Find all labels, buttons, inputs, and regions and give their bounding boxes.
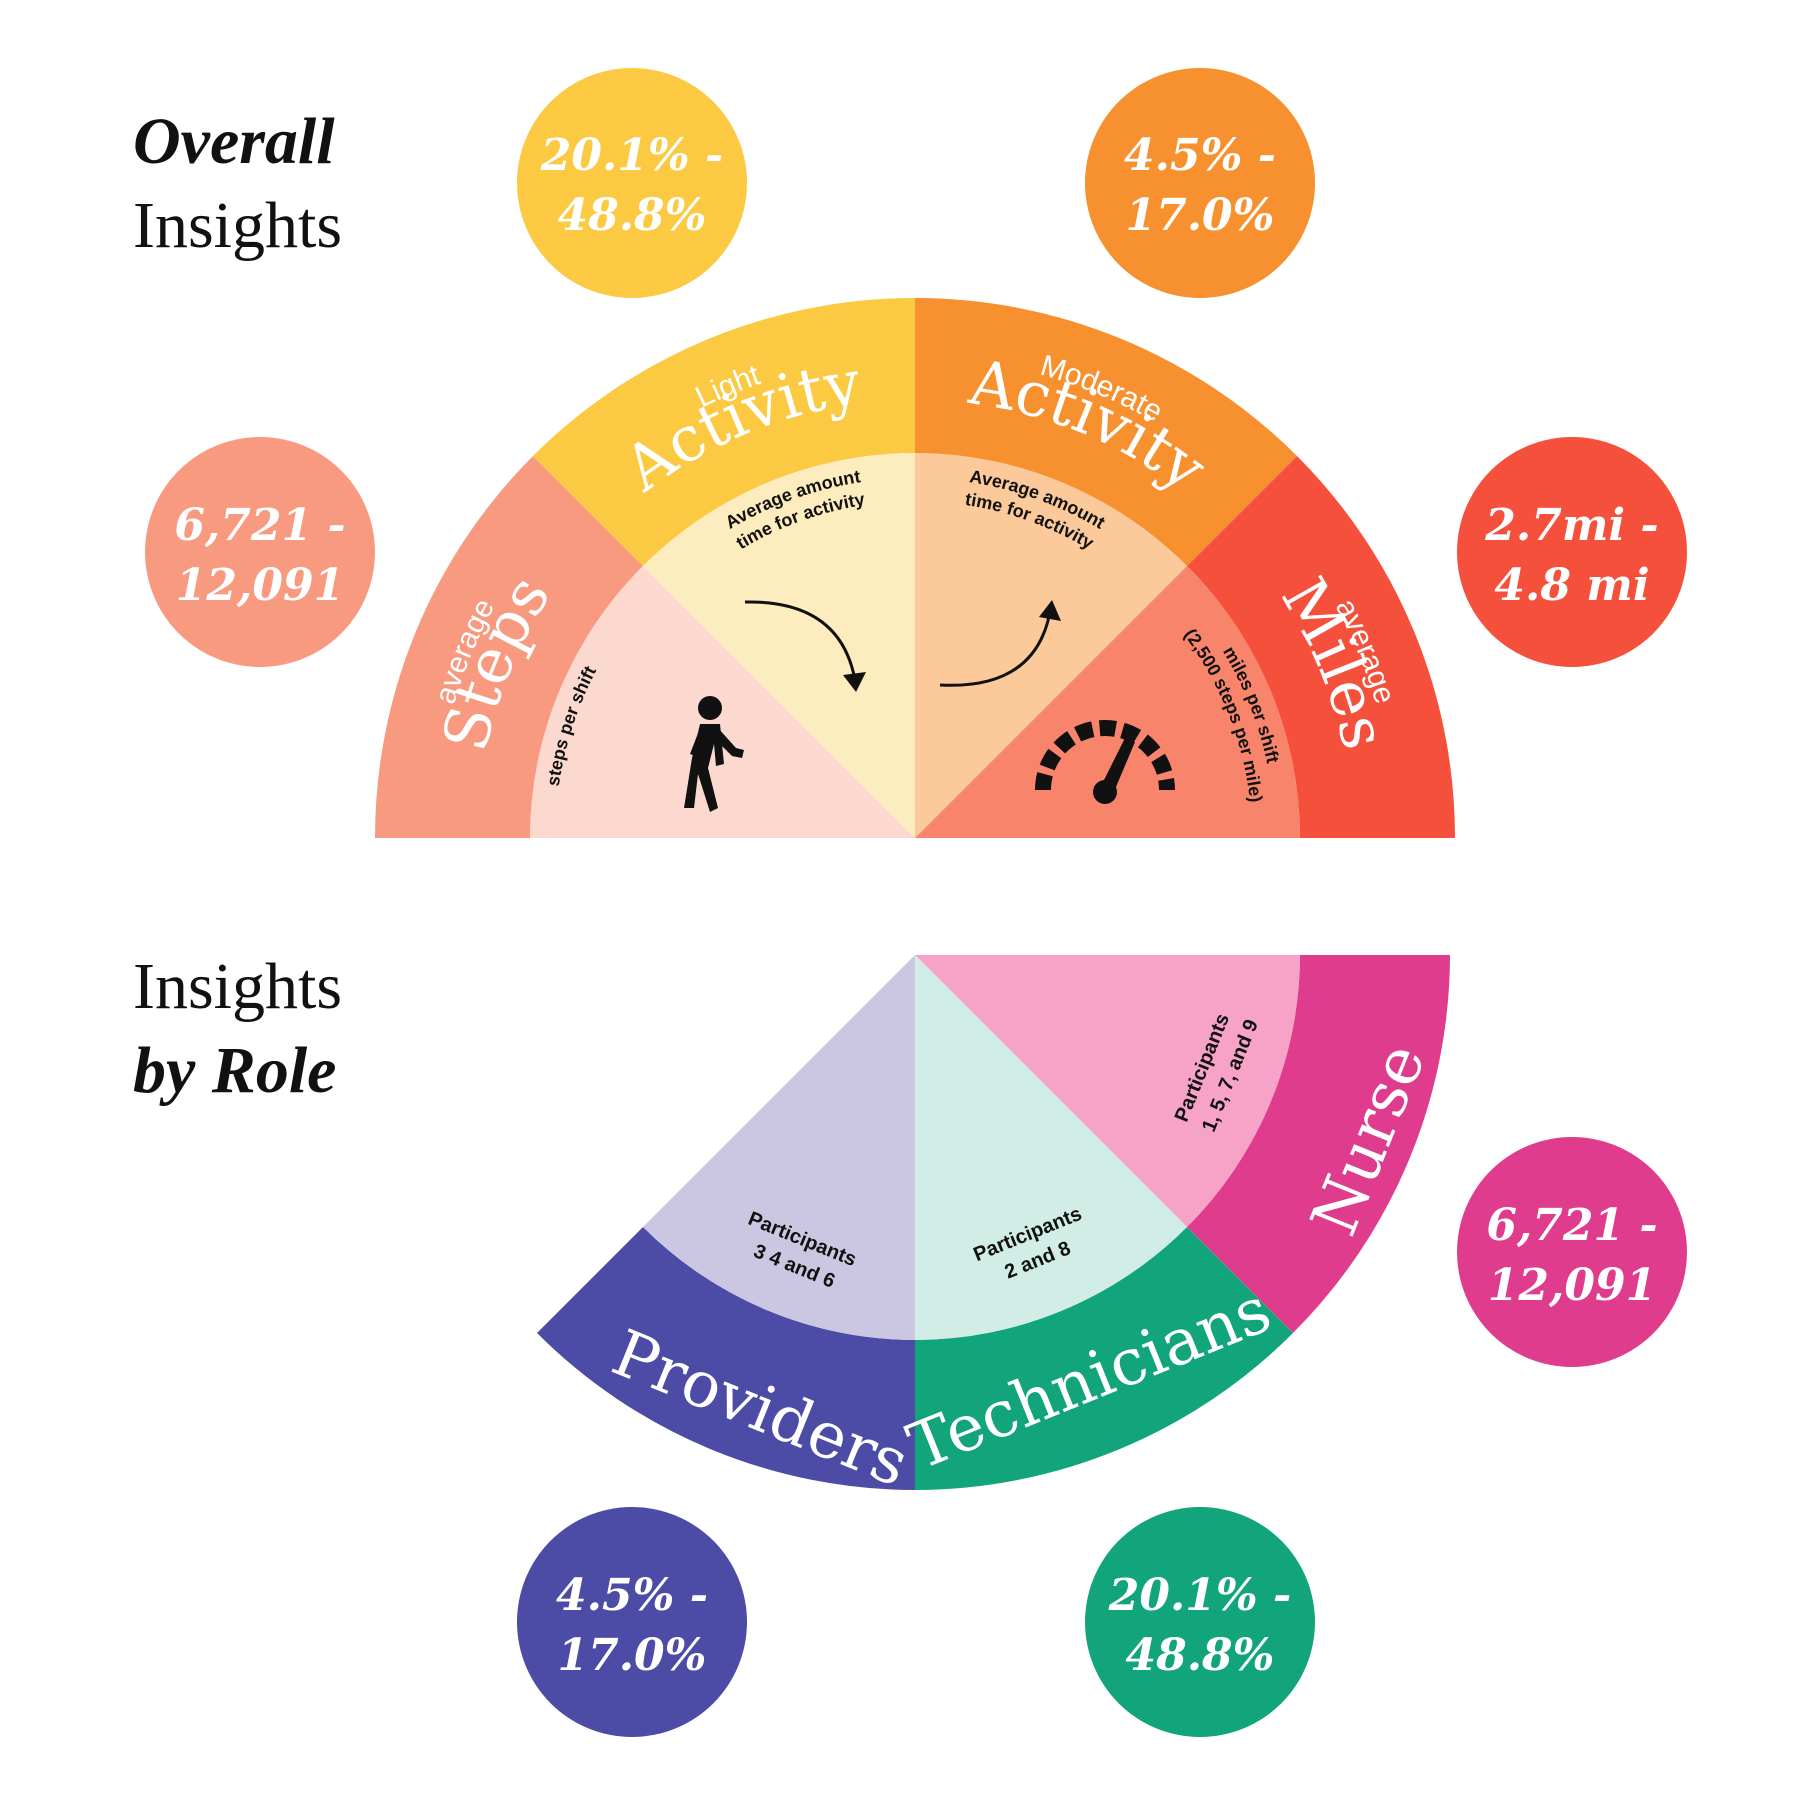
steps-inner-segment: [530, 566, 915, 838]
by-role-heading-line2: by Role: [133, 1034, 337, 1107]
bubble-moderate-line2: 17.0%: [1126, 190, 1275, 241]
overall-bubbles: 20.1% - 48.8% 4.5% - 17.0% 6,721 - 12,09…: [145, 68, 1687, 667]
by-role-fan: Providers Technicians Nurse Participants…: [537, 955, 1450, 1502]
bubble-steps: 6,721 - 12,091: [145, 437, 375, 667]
providers-outer-segment: [537, 1227, 915, 1490]
by-role-heading-line1: Insights: [133, 950, 343, 1023]
curved-arrow-up-icon: [939, 600, 1061, 687]
miles-outer-segment: [1187, 456, 1455, 838]
role-bubbles: 6,721 - 12,091 4.5% - 17.0% 20.1% - 48.8…: [517, 1137, 1687, 1737]
bubble-nurse: 6,721 - 12,091: [1457, 1137, 1687, 1367]
bubble-steps-line2: 12,091: [176, 560, 344, 611]
bubble-steps-line1: 6,721 -: [174, 500, 345, 551]
technicians-inner-segment: [915, 955, 1187, 1340]
bubble-technicians-line2: 48.8%: [1126, 1630, 1275, 1681]
overall-heading-line2: Insights: [133, 189, 343, 262]
overall-heading-line1: Overall: [133, 105, 335, 178]
walking-person-icon: [684, 696, 744, 812]
bubble-providers: 4.5% - 17.0%: [517, 1507, 747, 1737]
curved-arrow-down-icon: [744, 600, 866, 692]
bubble-nurse-line1: 6,721 -: [1486, 1200, 1657, 1251]
bubble-moderate: 4.5% - 17.0%: [1085, 68, 1315, 298]
nurse-inner-segment: [915, 955, 1300, 1227]
bubble-nurse-line2: 12,091: [1488, 1260, 1656, 1311]
technicians-outer-segment: [915, 1227, 1293, 1490]
steps-outer-segment: [374, 456, 643, 838]
bubble-providers-line1: 4.5% -: [556, 1570, 708, 1621]
by-role-heading: Insights by Role: [133, 945, 342, 1113]
overall-insights-heading: Overall Insights: [133, 100, 342, 268]
overall-semicircle: average Steps Light Activity Moderate Ac…: [374, 297, 1455, 838]
bubble-technicians: 20.1% - 48.8%: [1085, 1507, 1315, 1737]
light-inner-segment: [643, 453, 915, 838]
bubble-moderate-line1: 4.5% -: [1124, 130, 1276, 181]
bubble-miles-line1: 2.7mi -: [1484, 500, 1658, 551]
nurse-outer-segment: [1187, 955, 1450, 1333]
speedometer-icon: [1035, 720, 1175, 804]
bubble-technicians-line1: 20.1% -: [1108, 1570, 1292, 1621]
moderate-outer-segment: [915, 297, 1297, 566]
bubble-light-line1: 20.1% -: [540, 130, 724, 181]
miles-inner-segment: [915, 566, 1300, 838]
light-outer-segment: [533, 297, 915, 566]
bubble-miles: 2.7mi - 4.8 mi: [1457, 437, 1687, 667]
bubble-providers-line2: 17.0%: [558, 1630, 707, 1681]
bubble-light-line2: 48.8%: [558, 190, 707, 241]
bubble-miles-line2: 4.8 mi: [1494, 560, 1649, 611]
moderate-inner-segment: [915, 453, 1187, 838]
bubble-light: 20.1% - 48.8%: [517, 68, 747, 298]
providers-inner-segment: [643, 955, 915, 1340]
